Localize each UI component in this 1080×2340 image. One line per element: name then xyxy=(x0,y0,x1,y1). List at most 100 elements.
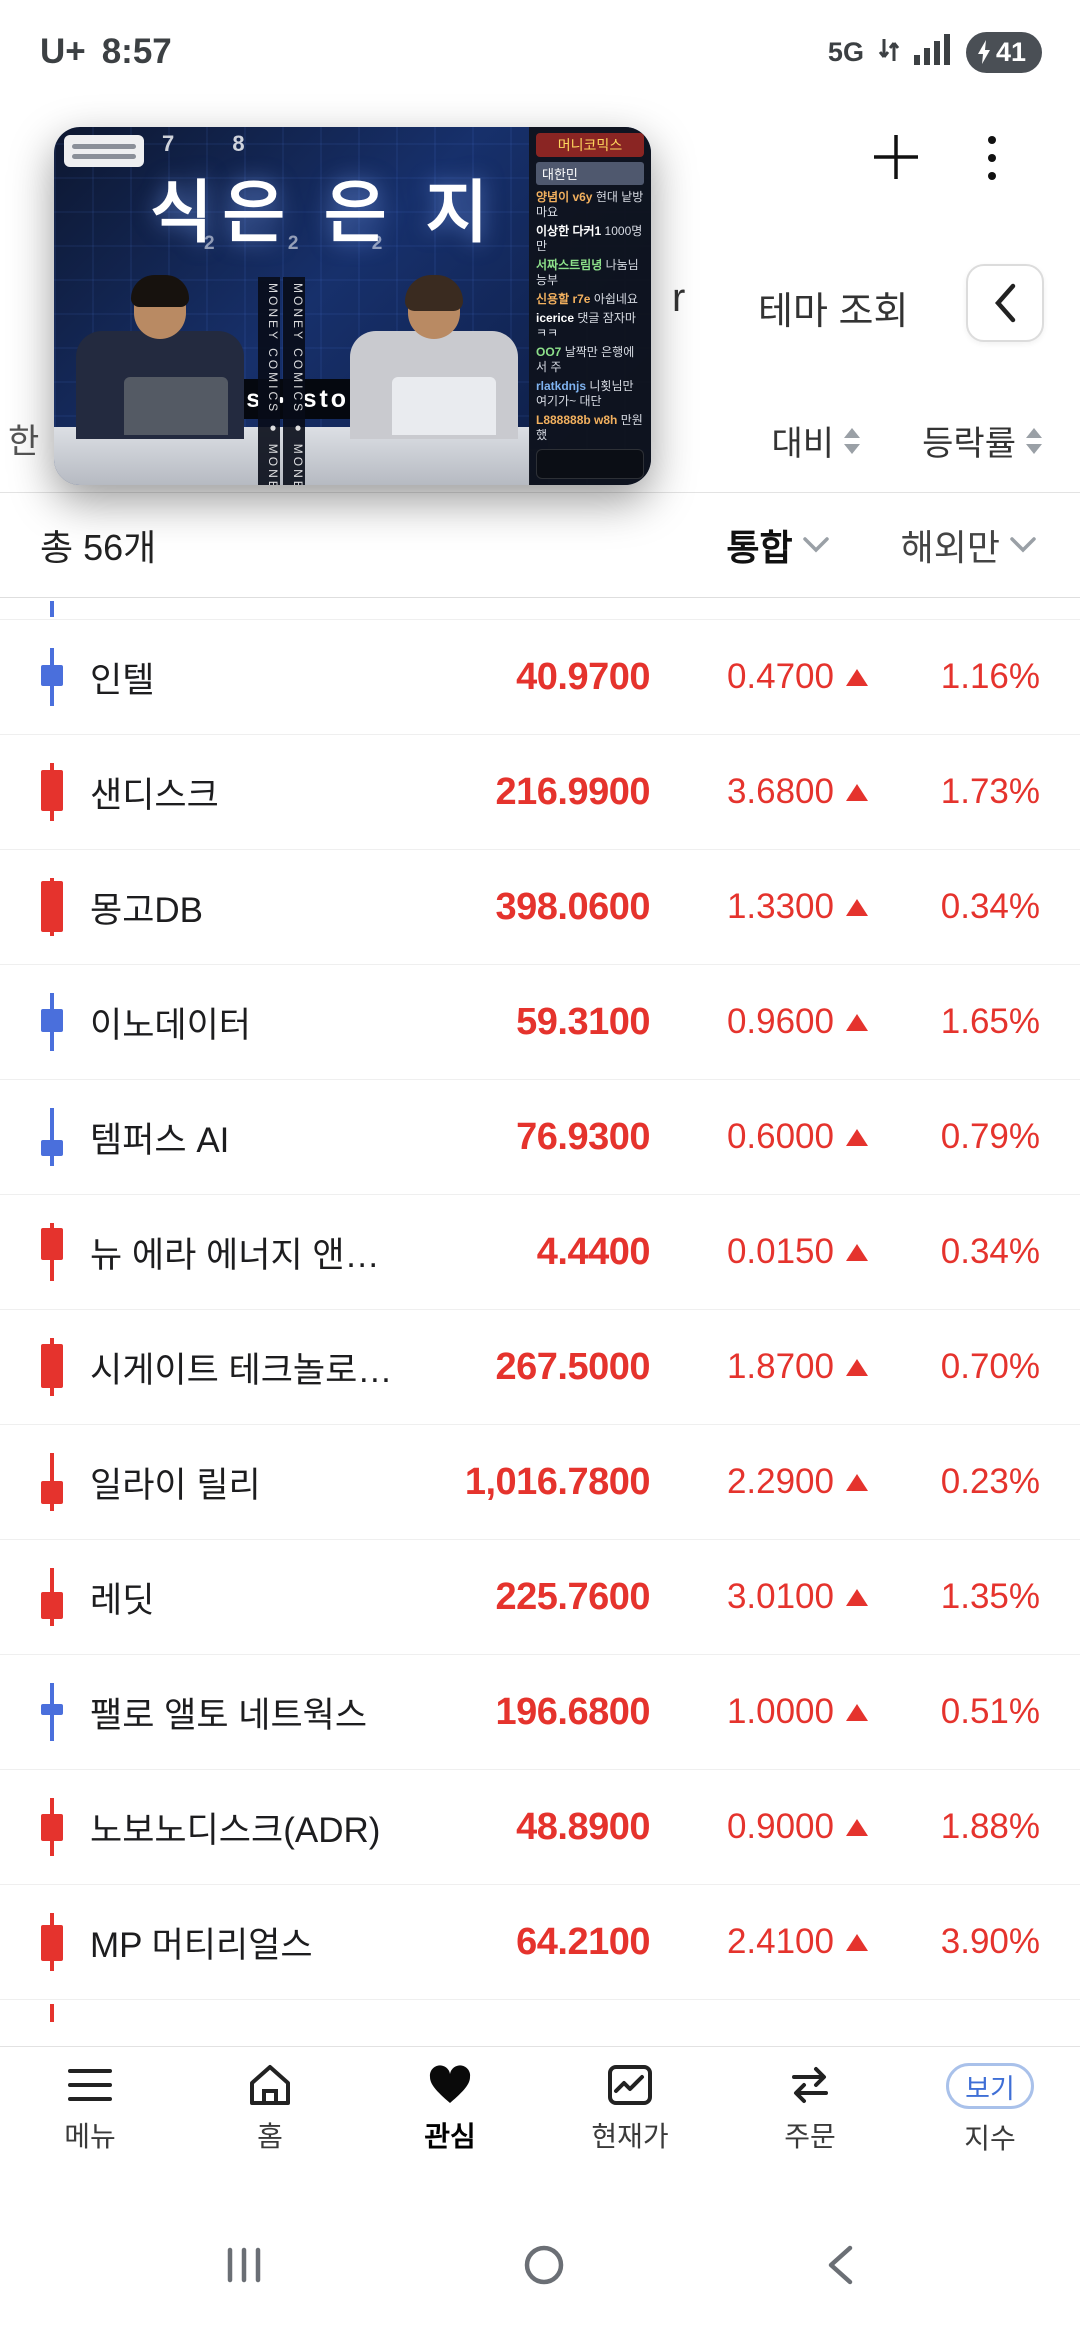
candle-icon xyxy=(40,763,64,821)
sort-icon xyxy=(1024,426,1044,456)
sort-icon xyxy=(842,426,862,456)
hamburger-icon xyxy=(68,2069,112,2101)
stock-row[interactable]: 뉴 에라 에너지 앤… 4.4400 0.0150 0.34% xyxy=(0,1195,1080,1310)
stock-change-wrap: 0.6000 xyxy=(650,1117,868,1157)
chat-input xyxy=(536,449,644,479)
tab-orders[interactable]: 주문 xyxy=(720,2047,900,2190)
tab-label: 주문 xyxy=(784,2121,836,2152)
filter-overseas-label: 해외만 xyxy=(900,527,1000,568)
stock-rate: 1.16% xyxy=(940,657,1040,696)
theme-search-label[interactable]: 테마 조회 xyxy=(758,291,909,333)
stock-change: 1.8700 xyxy=(726,1347,834,1386)
candle-icon xyxy=(40,1683,64,1741)
stock-name: 몽고DB xyxy=(90,890,204,930)
stock-row[interactable]: 이노데이터 59.3100 0.9600 1.65% xyxy=(0,965,1080,1080)
heart-icon xyxy=(429,2065,471,2103)
stock-change-wrap: 0.4700 xyxy=(650,657,868,697)
stock-row[interactable]: 몽고DB 398.0600 1.3300 0.34% xyxy=(0,850,1080,965)
up-arrow-icon xyxy=(846,1933,868,1951)
candle-icon xyxy=(40,1223,64,1281)
column-rate-sort[interactable]: 등락률 xyxy=(922,416,1044,465)
stock-price: 40.9700 xyxy=(516,655,650,698)
stock-price: 1,016.7800 xyxy=(464,1460,651,1503)
video-deco-digits: 2 2 2 xyxy=(204,233,417,254)
tab-watchlist[interactable]: 관심 xyxy=(360,2047,540,2190)
filter-row: 총 56개 통합 해외만 xyxy=(0,493,1080,598)
android-nav-bar xyxy=(0,2190,1080,2340)
channel-watermark xyxy=(64,135,144,167)
candle-fragment xyxy=(50,2004,54,2022)
stock-price: 76.9300 xyxy=(516,1115,650,1158)
up-arrow-icon xyxy=(846,1588,868,1606)
stock-change-wrap: 0.0150 xyxy=(650,1232,868,1272)
stock-row[interactable]: 샌디스크 216.9900 3.6800 1.73% xyxy=(0,735,1080,850)
up-arrow-icon xyxy=(846,898,868,916)
view-badge[interactable]: 보기 xyxy=(946,2063,1034,2109)
candle-icon xyxy=(40,1338,64,1396)
stock-price: 196.6800 xyxy=(495,1690,651,1733)
tab-current-price[interactable]: 현재가 xyxy=(540,2047,720,2190)
stock-row[interactable]: MP 머티리얼스 64.2100 2.4100 3.90% xyxy=(0,1885,1080,2000)
stock-change: 0.9000 xyxy=(726,1807,834,1846)
signal-bars-icon xyxy=(913,33,952,72)
column-change-sort[interactable]: 대비 xyxy=(771,416,862,465)
stock-price: 398.0600 xyxy=(495,885,651,928)
recents-button[interactable] xyxy=(223,2244,265,2286)
chevron-left-icon xyxy=(994,283,1016,323)
up-arrow-icon xyxy=(846,783,868,801)
stock-row[interactable]: 시게이트 테크놀로… 267.5000 1.8700 0.70% xyxy=(0,1310,1080,1425)
stock-change-wrap: 3.6800 xyxy=(650,772,868,812)
stock-rate: 0.34% xyxy=(940,887,1040,926)
stock-row[interactable]: 팰로 앨토 네트웍스 196.6800 1.0000 0.51% xyxy=(0,1655,1080,1770)
chat-message: icerice 댓글 잠자마 ㅋㅋ xyxy=(536,311,636,340)
tab-menu[interactable]: 메뉴 xyxy=(0,2047,180,2190)
stock-change-wrap: 2.2900 xyxy=(650,1462,868,1502)
stock-row[interactable]: 레딧 225.7600 3.0100 1.35% xyxy=(0,1540,1080,1655)
filter-overseas-dropdown[interactable]: 해외만 xyxy=(901,519,1036,571)
stock-rate: 0.70% xyxy=(940,1347,1040,1386)
partial-row-above xyxy=(0,598,1080,620)
stock-row[interactable]: 인텔 40.9700 0.4700 1.16% xyxy=(0,620,1080,735)
stock-rate: 0.34% xyxy=(940,1232,1040,1271)
stock-price: 216.9900 xyxy=(495,770,651,813)
stock-name: 팰로 앨토 네트웍스 xyxy=(90,1695,368,1735)
tab-label: 홈 xyxy=(257,2121,283,2152)
stock-change: 2.2900 xyxy=(726,1462,834,1501)
tab-label: 현재가 xyxy=(591,2121,669,2152)
partial-column-label: 한 xyxy=(8,423,40,461)
tab-index[interactable]: 보기 지수 xyxy=(900,2047,1080,2190)
back-button[interactable] xyxy=(823,2242,857,2288)
stock-name: 이노데이터 xyxy=(90,1005,252,1045)
stock-change-wrap: 0.9600 xyxy=(650,1002,868,1042)
stock-change-wrap: 3.0100 xyxy=(650,1577,868,1617)
live-chat-panel: 머니코믹스 대한민 양념이 v6y 현대 낱방마요 이상한 다커1 1000명만 서… xyxy=(529,127,651,485)
up-arrow-icon xyxy=(846,1358,868,1376)
stock-row[interactable]: 일라이 릴리 1,016.7800 2.2900 0.23% xyxy=(0,1425,1080,1540)
home-button[interactable] xyxy=(521,2242,567,2288)
bottom-nav: 메뉴 홈 관심 현재가 주문 보기 지수 xyxy=(0,2046,1080,2190)
chat-header: 대한민 xyxy=(536,162,644,185)
pip-video-player[interactable]: 7 8 2 2 2 식은 은 지 stock is ● stock is MON… xyxy=(54,127,651,485)
stock-row[interactable]: 템퍼스 AI 76.9300 0.6000 0.79% xyxy=(0,1080,1080,1195)
chat-message: OO7 날짝만 은행에서 주 xyxy=(536,345,635,374)
money-comics-tape: MONEY COMICS ● MONEY COMICS ● MONEY COMI… xyxy=(283,277,305,485)
tab-home[interactable]: 홈 xyxy=(180,2047,360,2190)
stock-name: 시게이트 테크놀로… xyxy=(90,1350,393,1390)
candle-icon xyxy=(40,1913,64,1971)
more-menu-button[interactable] xyxy=(966,130,1018,186)
stock-rate: 0.79% xyxy=(940,1117,1040,1156)
add-button[interactable] xyxy=(868,130,924,186)
candle-fragment xyxy=(50,601,54,617)
stock-rate: 1.65% xyxy=(940,1002,1040,1041)
tab-label: 메뉴 xyxy=(64,2121,116,2152)
candle-icon xyxy=(40,878,64,936)
money-comics-tape: MONEY COMICS ● MONEY COMICS ● MONEY COMI… xyxy=(258,277,280,485)
app-header xyxy=(0,92,1080,250)
up-arrow-icon xyxy=(846,1473,868,1491)
up-arrow-icon xyxy=(846,1128,868,1146)
laptop xyxy=(124,377,228,435)
stock-row[interactable]: 노보노디스크(ADR) 48.8900 0.9000 1.88% xyxy=(0,1770,1080,1885)
collapse-panel-button[interactable] xyxy=(966,264,1044,342)
chart-icon xyxy=(608,2065,652,2105)
filter-combined-dropdown[interactable]: 통합 xyxy=(726,519,829,571)
